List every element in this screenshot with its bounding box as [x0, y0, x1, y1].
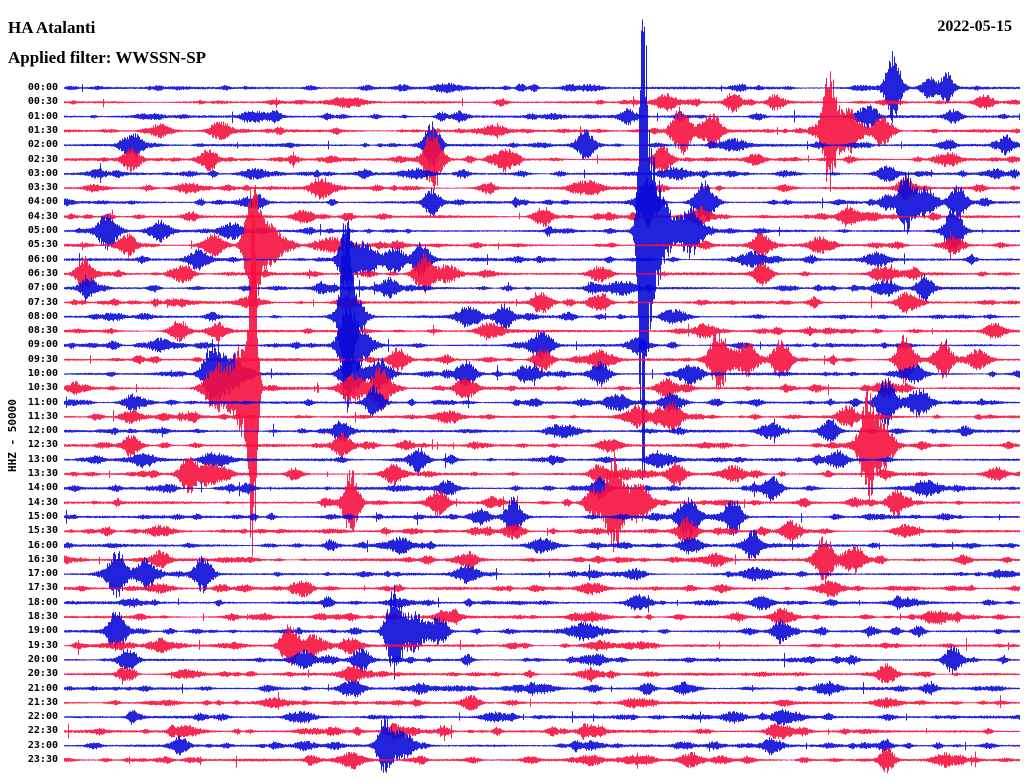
time-label: 09:00 [27, 339, 58, 351]
trace-row-17:30 [64, 580, 1020, 598]
time-label: 22:30 [27, 725, 58, 737]
trace-row-21:00 [64, 680, 1020, 698]
time-label: 11:30 [27, 410, 58, 422]
time-label: 12:30 [27, 439, 58, 451]
time-label: 20:30 [27, 668, 58, 680]
trace-row-05:30 [64, 185, 1020, 316]
trace-row-23:30 [64, 747, 1020, 774]
time-label: 19:00 [27, 625, 58, 637]
trace-row-20:30 [64, 662, 1020, 685]
trace-row-18:00 [64, 593, 1020, 613]
time-label: 08:30 [27, 325, 58, 337]
station-title: HA Atalanti [8, 18, 96, 37]
trace-row-15:00 [64, 496, 1020, 537]
time-label: 15:30 [27, 525, 58, 537]
time-label: 06:00 [27, 253, 58, 265]
time-label: 03:30 [27, 182, 58, 194]
time-label: 15:00 [27, 510, 58, 522]
trace-row-02:00 [64, 121, 1020, 171]
time-label: 16:00 [27, 539, 58, 551]
time-label: 20:00 [27, 653, 58, 665]
time-label: 18:30 [27, 611, 58, 622]
trace-row-10:30 [64, 211, 1020, 557]
trace-row-01:00 [64, 104, 1020, 130]
trace-row-22:00 [64, 708, 1020, 726]
time-label: 22:00 [27, 711, 58, 723]
time-label: 08:00 [27, 310, 58, 322]
time-label: 21:00 [27, 682, 58, 694]
time-label: 17:30 [27, 582, 58, 594]
time-label: 23:30 [27, 754, 58, 765]
time-label: 14:30 [27, 496, 58, 508]
trace-row-16:00 [64, 529, 1020, 561]
trace-row-13:30 [64, 456, 1020, 494]
trace-row-03:00 [64, 163, 1020, 183]
time-label: 13:30 [27, 468, 58, 479]
trace-row-19:00 [64, 584, 1020, 680]
trace-row-02:30 [64, 127, 1020, 191]
time-label: 05:00 [27, 225, 58, 236]
trace-row-03:30 [64, 175, 1020, 201]
time-label: 02:00 [27, 139, 58, 151]
trace-row-04:30 [64, 204, 1020, 228]
applied-filter-label: Applied filter: WWSSN-SP [8, 48, 207, 67]
trace-row-14:00 [64, 476, 1020, 502]
trace-row-07:00 [64, 274, 1020, 303]
time-label: 10:30 [27, 382, 58, 394]
time-label: 21:30 [27, 696, 58, 708]
trace-row-12:00 [64, 418, 1020, 444]
trace-row-17:00 [64, 551, 1020, 598]
trace-row-06:00 [64, 224, 1020, 295]
time-label: 07:30 [27, 296, 58, 308]
time-label: 19:30 [27, 639, 58, 651]
time-label: 09:30 [27, 353, 58, 365]
trace-row-20:00 [64, 645, 1020, 675]
time-label: 02:30 [27, 153, 58, 165]
trace-row-10:00 [64, 339, 1020, 406]
trace-row-12:30 [64, 389, 1020, 501]
trace-row-08:00 [64, 220, 1020, 413]
trace-row-18:30 [64, 607, 1020, 627]
trace-row-21:30 [64, 692, 1020, 711]
time-label: 04:00 [27, 196, 58, 208]
trace-row-11:30 [64, 401, 1020, 434]
trace-row-13:00 [64, 448, 1020, 473]
time-label: 11:00 [27, 396, 58, 408]
time-label: 01:00 [27, 110, 58, 122]
trace-row-15:30 [64, 516, 1020, 546]
trace-row-07:30 [64, 291, 1020, 314]
trace-row-00:30 [64, 93, 1020, 113]
date-label: 2022-05-15 [937, 18, 1012, 35]
time-label: 13:00 [27, 453, 58, 465]
trace-row-09:00 [64, 305, 1020, 385]
trace-row-19:30 [64, 624, 1020, 667]
time-label: 01:30 [27, 124, 58, 136]
time-label: 03:00 [27, 167, 58, 179]
time-label: 18:00 [27, 596, 58, 608]
time-label: 00:30 [27, 96, 58, 108]
trace-row-23:00 [64, 715, 1020, 773]
time-label: 23:00 [27, 739, 58, 751]
time-label: 10:00 [27, 368, 58, 379]
trace-row-11:00 [64, 377, 1020, 428]
time-label: 05:30 [27, 239, 58, 251]
trace-row-00:00 [64, 51, 1020, 124]
time-label: 14:00 [27, 482, 58, 494]
trace-row-06:30 [64, 253, 1020, 294]
trace-row-08:30 [64, 320, 1020, 346]
time-label: 06:30 [27, 267, 58, 279]
time-label: 07:00 [27, 282, 58, 294]
trace-row-14:30 [64, 452, 1020, 553]
trace-row-04:00 [64, 171, 1020, 235]
time-label: 17:00 [27, 568, 58, 580]
trace-row-22:30 [64, 722, 1020, 741]
trace-row-01:30 [64, 71, 1020, 192]
trace-row-16:30 [64, 536, 1020, 584]
time-label: 16:30 [27, 553, 58, 565]
time-label: 04:30 [27, 210, 58, 222]
time-label: 12:00 [27, 425, 58, 437]
time-label: 00:00 [27, 82, 58, 93]
